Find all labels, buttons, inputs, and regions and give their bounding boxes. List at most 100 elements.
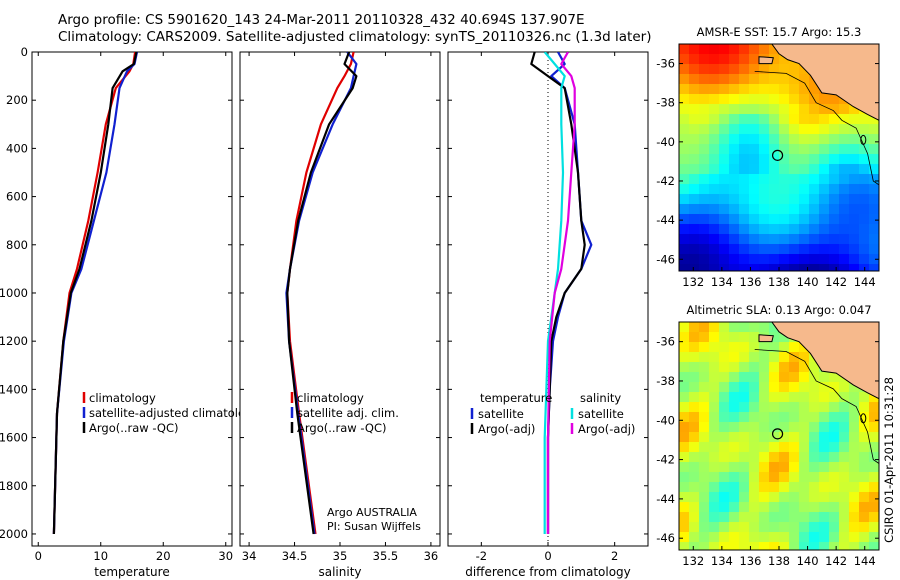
map-cell xyxy=(769,492,780,503)
map-cell xyxy=(679,482,690,493)
map-cell xyxy=(849,512,860,523)
map-cell xyxy=(829,392,840,403)
map-cell xyxy=(869,482,879,493)
map-cell xyxy=(749,244,760,255)
map-cell xyxy=(699,84,710,95)
map-cell xyxy=(709,244,720,255)
map-cell xyxy=(759,452,770,463)
map-cell xyxy=(779,64,790,75)
map-cell xyxy=(729,44,740,55)
map-y-tick-label: -40 xyxy=(656,413,675,427)
y-tick-label: 400 xyxy=(6,141,28,155)
map-cell xyxy=(779,402,790,413)
map-cell xyxy=(829,532,840,543)
map-cell xyxy=(709,352,720,363)
map-cell xyxy=(709,512,720,523)
map-cell xyxy=(739,104,750,115)
map-cell xyxy=(699,194,710,205)
map-cell xyxy=(739,372,750,383)
map-cell xyxy=(709,44,720,55)
map-cell xyxy=(759,264,770,271)
map-y-tick-label: -38 xyxy=(656,96,675,110)
map-cell xyxy=(809,84,820,95)
y-tick-label: 1600 xyxy=(0,431,28,445)
map-cell xyxy=(709,64,720,75)
map-cell xyxy=(759,372,770,383)
map-x-tick-label: 136 xyxy=(739,275,761,289)
map-cell xyxy=(729,442,740,453)
map-cell xyxy=(749,372,760,383)
map-cell xyxy=(859,134,870,145)
map-cell xyxy=(789,234,800,245)
x-axis-label: salinity xyxy=(318,565,361,579)
map-cell xyxy=(769,412,780,423)
map-x-tick-label: 138 xyxy=(768,554,790,568)
map-cell xyxy=(739,472,750,483)
map-cell xyxy=(799,184,810,195)
map-cell xyxy=(729,322,740,333)
map-cell xyxy=(809,174,820,185)
map-cell xyxy=(829,512,840,523)
map-cell xyxy=(859,492,870,503)
map-cell xyxy=(739,522,750,533)
map-cell xyxy=(699,372,710,383)
map-cell xyxy=(689,542,700,550)
map-cell xyxy=(679,372,690,383)
map-cell xyxy=(679,234,690,245)
map-cell xyxy=(749,512,760,523)
map-cell xyxy=(849,402,860,413)
map-cell xyxy=(769,104,780,115)
map-cell xyxy=(699,422,710,433)
map-cell xyxy=(859,164,870,175)
map-cell xyxy=(809,362,820,373)
map-cell xyxy=(759,512,770,523)
map-cell xyxy=(789,502,800,513)
map-cell xyxy=(739,124,750,135)
map-cell xyxy=(799,214,810,225)
map-cell xyxy=(689,352,700,363)
map-cell xyxy=(859,234,870,245)
map-cell xyxy=(749,114,760,125)
map-cell xyxy=(829,184,840,195)
map-cell xyxy=(779,234,790,245)
map-cell xyxy=(849,382,860,393)
map-panel-1: -36 -38 -40 -42 -44 -46 132 134 136 138 140 142 144 A… xyxy=(656,25,880,289)
map-cell xyxy=(709,234,720,245)
map-cell xyxy=(849,502,860,513)
map-cell xyxy=(709,462,720,473)
map-cell xyxy=(729,412,740,423)
map-cell xyxy=(809,224,820,235)
map-cell xyxy=(709,402,720,413)
map-cell xyxy=(679,134,690,145)
map-cell xyxy=(789,84,800,95)
map-cell xyxy=(779,184,790,195)
map-cell xyxy=(729,234,740,245)
map-cell xyxy=(679,462,690,473)
map-cell xyxy=(799,392,810,403)
map-cell xyxy=(799,352,810,363)
map-cell xyxy=(709,194,720,205)
map-cell xyxy=(809,144,820,155)
map-cell xyxy=(729,522,740,533)
map-cell xyxy=(799,234,810,245)
map-cell xyxy=(829,174,840,185)
map-cell xyxy=(679,54,690,65)
map-x-tick-label: 144 xyxy=(854,275,876,289)
map-cell xyxy=(869,442,879,453)
map-cell xyxy=(739,492,750,503)
map-cell xyxy=(759,124,770,135)
map-cell xyxy=(829,402,840,413)
map-cell xyxy=(679,432,690,443)
map-cell xyxy=(749,542,760,550)
map-cell xyxy=(769,194,780,205)
map-cell xyxy=(739,254,750,265)
map-cell xyxy=(729,84,740,95)
map-cell xyxy=(749,204,760,215)
map-cell xyxy=(779,542,790,550)
map-cell xyxy=(839,124,850,135)
map-cell xyxy=(739,144,750,155)
map-cell xyxy=(699,134,710,145)
map-cell xyxy=(699,502,710,513)
map-cell xyxy=(729,94,740,105)
map-cell xyxy=(759,204,770,215)
